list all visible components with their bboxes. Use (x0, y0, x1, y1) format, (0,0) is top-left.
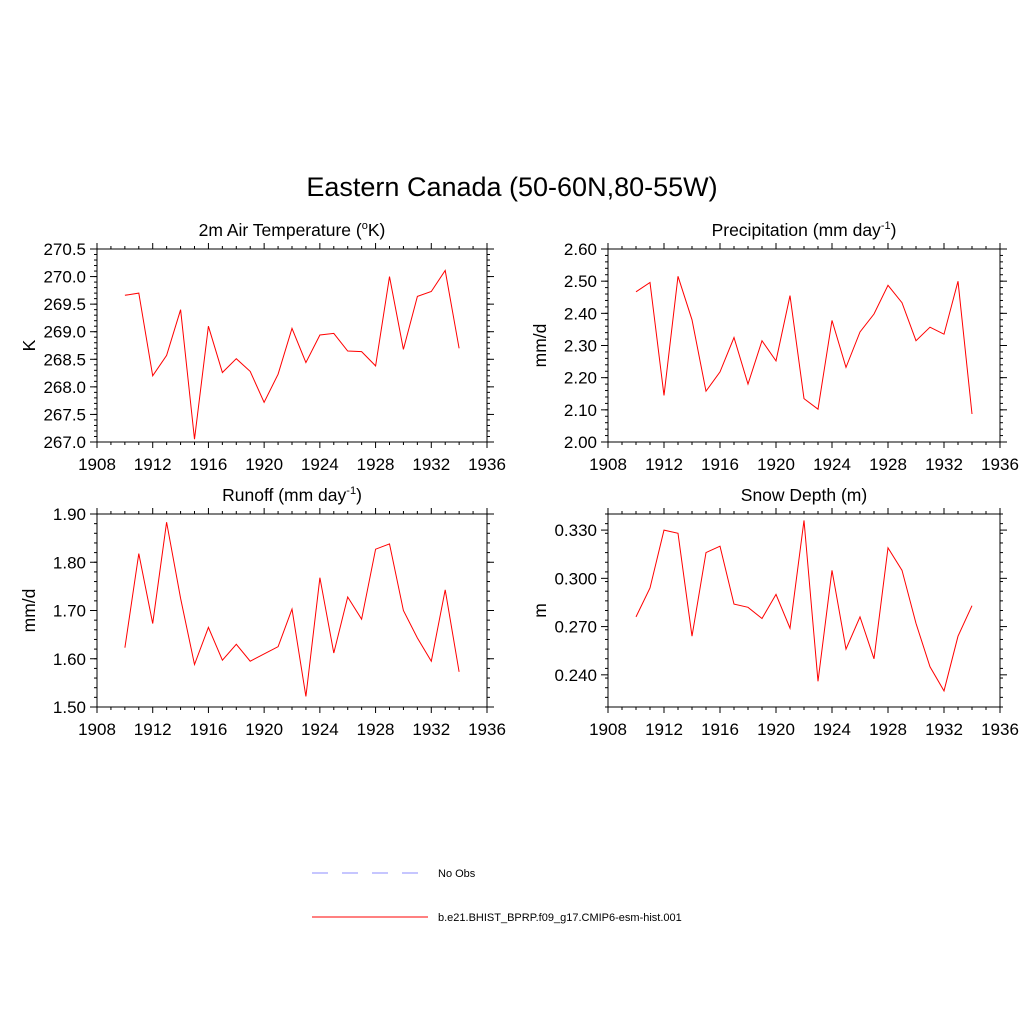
air-temperature-ylabel: K (19, 339, 39, 351)
legend: No Obs b.e21.BHIST_BPRP.f09_g17.CMIP6-es… (312, 868, 682, 924)
runoff-xtick-label: 1928 (357, 720, 395, 739)
runoff-xtick-label: 1916 (190, 720, 228, 739)
precipitation-ytick-label: 2.30 (564, 337, 597, 356)
runoff-ylabel: mm/d (19, 589, 39, 633)
air-temperature-xtick-label: 1916 (190, 455, 228, 474)
air-temperature-ytick-label: 268.5 (43, 350, 86, 369)
snow-depth-xtick-label: 1920 (757, 720, 795, 739)
air-temperature-xtick-label: 1920 (245, 455, 283, 474)
panel-runoff: Runoff (mm day-1) mm/d 1908 1912 1916 1920 192… (19, 485, 506, 739)
air-temperature-xtick-label: 1912 (134, 455, 172, 474)
precipitation-xtick-label: 1928 (869, 455, 907, 474)
panel-snow-depth: Snow Depth (m) m 1908 1912 1916 1920 1924 1928 1… (530, 485, 1019, 739)
precipitation-plot-frame (607, 248, 1001, 443)
air-temperature-plot-frame (96, 248, 488, 443)
precipitation-series-line (635, 276, 973, 415)
air-temperature-xtick-label: 1936 (468, 455, 506, 474)
precipitation-title: Precipitation (mm day-1) (712, 220, 897, 240)
snow-depth-xtick-label: 1936 (981, 720, 1019, 739)
runoff-ytick-label: 1.50 (53, 698, 86, 717)
air-temperature-ytick-label: 270.5 (43, 240, 86, 259)
precipitation-xtick-label: 1912 (645, 455, 683, 474)
snow-depth-xtick-label: 1932 (925, 720, 963, 739)
runoff-ytick-label: 1.90 (53, 505, 86, 524)
air-temperature-ytick-label: 269.5 (43, 295, 86, 314)
air-temperature-xtick-label: 1932 (412, 455, 450, 474)
precipitation-xtick-label: 1916 (701, 455, 739, 474)
runoff-xtick-label: 1908 (78, 720, 116, 739)
precipitation-ylabel: mm/d (530, 324, 550, 368)
snow-depth-plot-frame (607, 513, 1001, 708)
precipitation-ytick-label: 2.20 (564, 369, 597, 388)
precipitation-ytick-label: 2.00 (564, 433, 597, 452)
air-temperature-xtick-label: 1924 (301, 455, 339, 474)
snow-depth-xtick-label: 1908 (589, 720, 627, 739)
precipitation-ytick-label: 2.50 (564, 272, 597, 291)
air-temperature-title: 2m Air Temperature (oK) (199, 220, 386, 240)
runoff-xtick-label: 1920 (245, 720, 283, 739)
air-temperature-ytick-label: 270.0 (43, 268, 86, 287)
air-temperature-ytick-label: 268.0 (43, 378, 86, 397)
snow-depth-xtick-label: 1928 (869, 720, 907, 739)
precipitation-ytick-label: 2.60 (564, 240, 597, 259)
precipitation-xtick-label: 1932 (925, 455, 963, 474)
snow-depth-title: Snow Depth (m) (741, 485, 867, 505)
precipitation-xtick-label: 1924 (813, 455, 851, 474)
snow-depth-ytick-label: 0.330 (554, 521, 597, 540)
runoff-xtick-label: 1912 (134, 720, 172, 739)
runoff-xtick-label: 1924 (301, 720, 339, 739)
snow-depth-ytick-label: 0.300 (554, 569, 597, 588)
precipitation-xtick-label: 1908 (589, 455, 627, 474)
precipitation-ytick-label: 2.40 (564, 304, 597, 323)
runoff-series-line (124, 522, 460, 697)
snow-depth-xtick-label: 1912 (645, 720, 683, 739)
panel-air-temperature: 2m Air Temperature (oK) K 1908 1912 1916 1920… (19, 220, 506, 474)
runoff-xtick-label: 1932 (412, 720, 450, 739)
air-temperature-xtick-label: 1908 (78, 455, 116, 474)
air-temperature-ytick-label: 269.0 (43, 323, 86, 342)
snow-depth-xtick-label: 1916 (701, 720, 739, 739)
air-temperature-xtick-label: 1928 (357, 455, 395, 474)
precipitation-ytick-label: 2.10 (564, 401, 597, 420)
panel-precipitation: Precipitation (mm day-1) mm/d 1908 1912 1916… (530, 220, 1019, 474)
snow-depth-ytick-label: 0.270 (554, 618, 597, 637)
runoff-ytick-label: 1.70 (53, 602, 86, 621)
runoff-xtick-label: 1936 (468, 720, 506, 739)
air-temperature-series-line (124, 269, 460, 440)
air-temperature-ytick-label: 267.5 (43, 405, 86, 424)
precipitation-xtick-label: 1936 (981, 455, 1019, 474)
legend-label-model: b.e21.BHIST_BPRP.f09_g17.CMIP6-esm-hist.… (438, 912, 682, 924)
precipitation-xtick-label: 1920 (757, 455, 795, 474)
snow-depth-xtick-label: 1924 (813, 720, 851, 739)
legend-label-no-obs: No Obs (438, 868, 476, 880)
snow-depth-ylabel: m (530, 603, 550, 618)
runoff-ytick-label: 1.80 (53, 553, 86, 572)
snow-depth-series-line (635, 520, 973, 693)
snow-depth-ytick-label: 0.240 (554, 666, 597, 685)
runoff-ytick-label: 1.60 (53, 650, 86, 669)
runoff-title: Runoff (mm day-1) (222, 485, 362, 505)
air-temperature-ytick-label: 267.0 (43, 433, 86, 452)
figure-title: Eastern Canada (50-60N,80-55W) (306, 172, 717, 202)
